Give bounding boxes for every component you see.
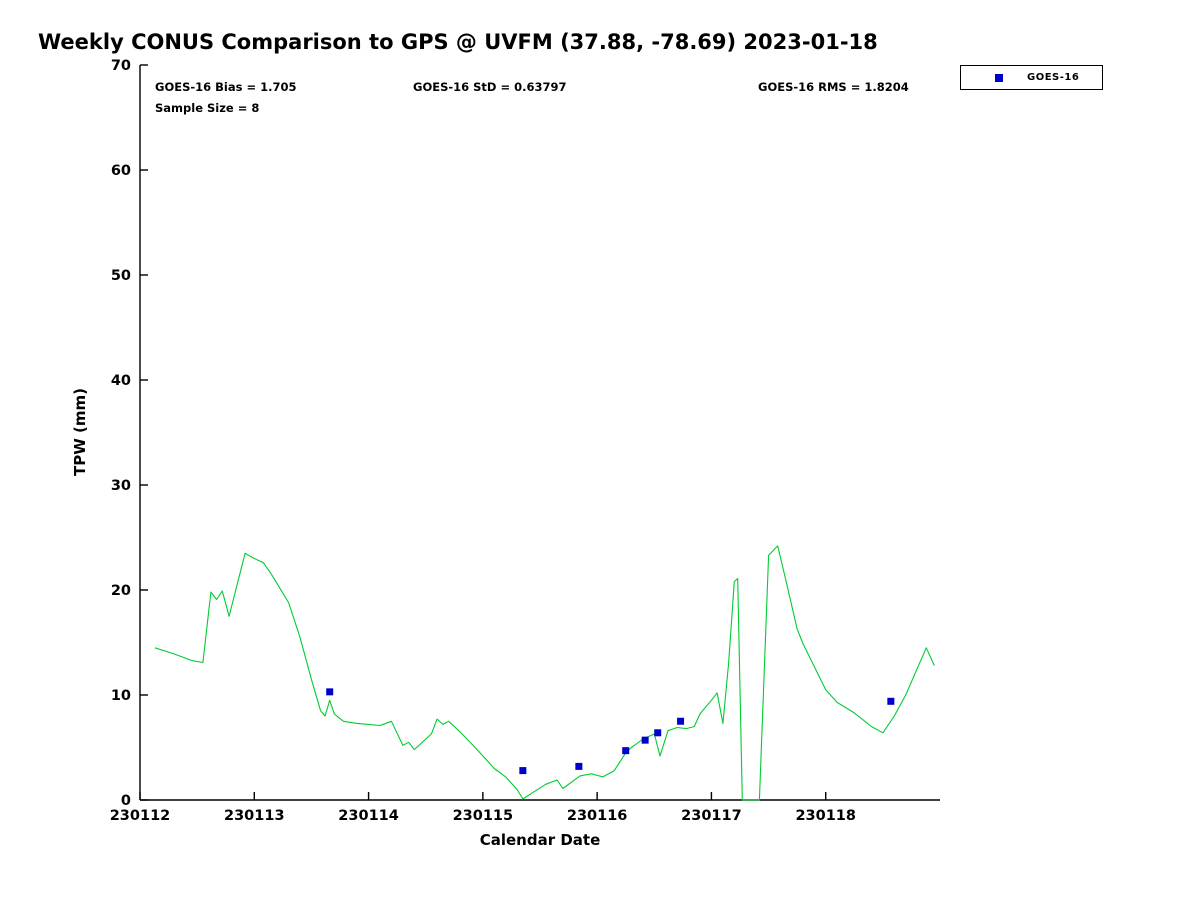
gps-line: [154, 545, 935, 801]
x-tick-label: 230116: [567, 808, 628, 824]
x-tick-label: 230112: [110, 808, 171, 824]
x-tick-label: 230113: [224, 808, 285, 824]
goes16-marker: [887, 697, 895, 705]
y-tick-label: 30: [111, 478, 131, 494]
legend-marker-icon: [995, 73, 1003, 82]
goes16-marker: [677, 717, 685, 725]
x-tick-label: 230114: [338, 808, 399, 824]
x-tick-label: 230117: [681, 808, 742, 824]
x-axis-label: Calendar Date: [479, 831, 601, 849]
stat-bias: GOES-16 Bias = 1.705: [155, 80, 297, 94]
y-tick-label: 40: [111, 373, 131, 389]
stat-sample-size: Sample Size = 8: [155, 101, 260, 115]
goes16-marker: [641, 736, 649, 744]
y-tick-label: 50: [111, 268, 131, 284]
goes16-marker: [622, 747, 630, 755]
y-tick-label: 60: [111, 163, 131, 179]
goes16-marker: [519, 767, 527, 775]
y-tick-label: 10: [111, 688, 131, 704]
y-tick-label: 70: [111, 58, 131, 74]
legend: GOES-16: [960, 65, 1103, 90]
goes16-marker: [575, 762, 583, 770]
goes16-marker: [326, 688, 334, 696]
y-tick-label: 0: [121, 793, 131, 809]
stat-std: GOES-16 StD = 0.63797: [413, 80, 567, 94]
x-tick-label: 230118: [795, 808, 856, 824]
page-title: Weekly CONUS Comparison to GPS @ UVFM (3…: [38, 30, 878, 54]
y-tick-label: 20: [111, 583, 131, 599]
legend-label: GOES-16: [1027, 72, 1080, 83]
stat-rms: GOES-16 RMS = 1.8204: [758, 80, 909, 94]
goes16-marker: [654, 729, 662, 737]
x-tick-label: 230115: [453, 808, 514, 824]
